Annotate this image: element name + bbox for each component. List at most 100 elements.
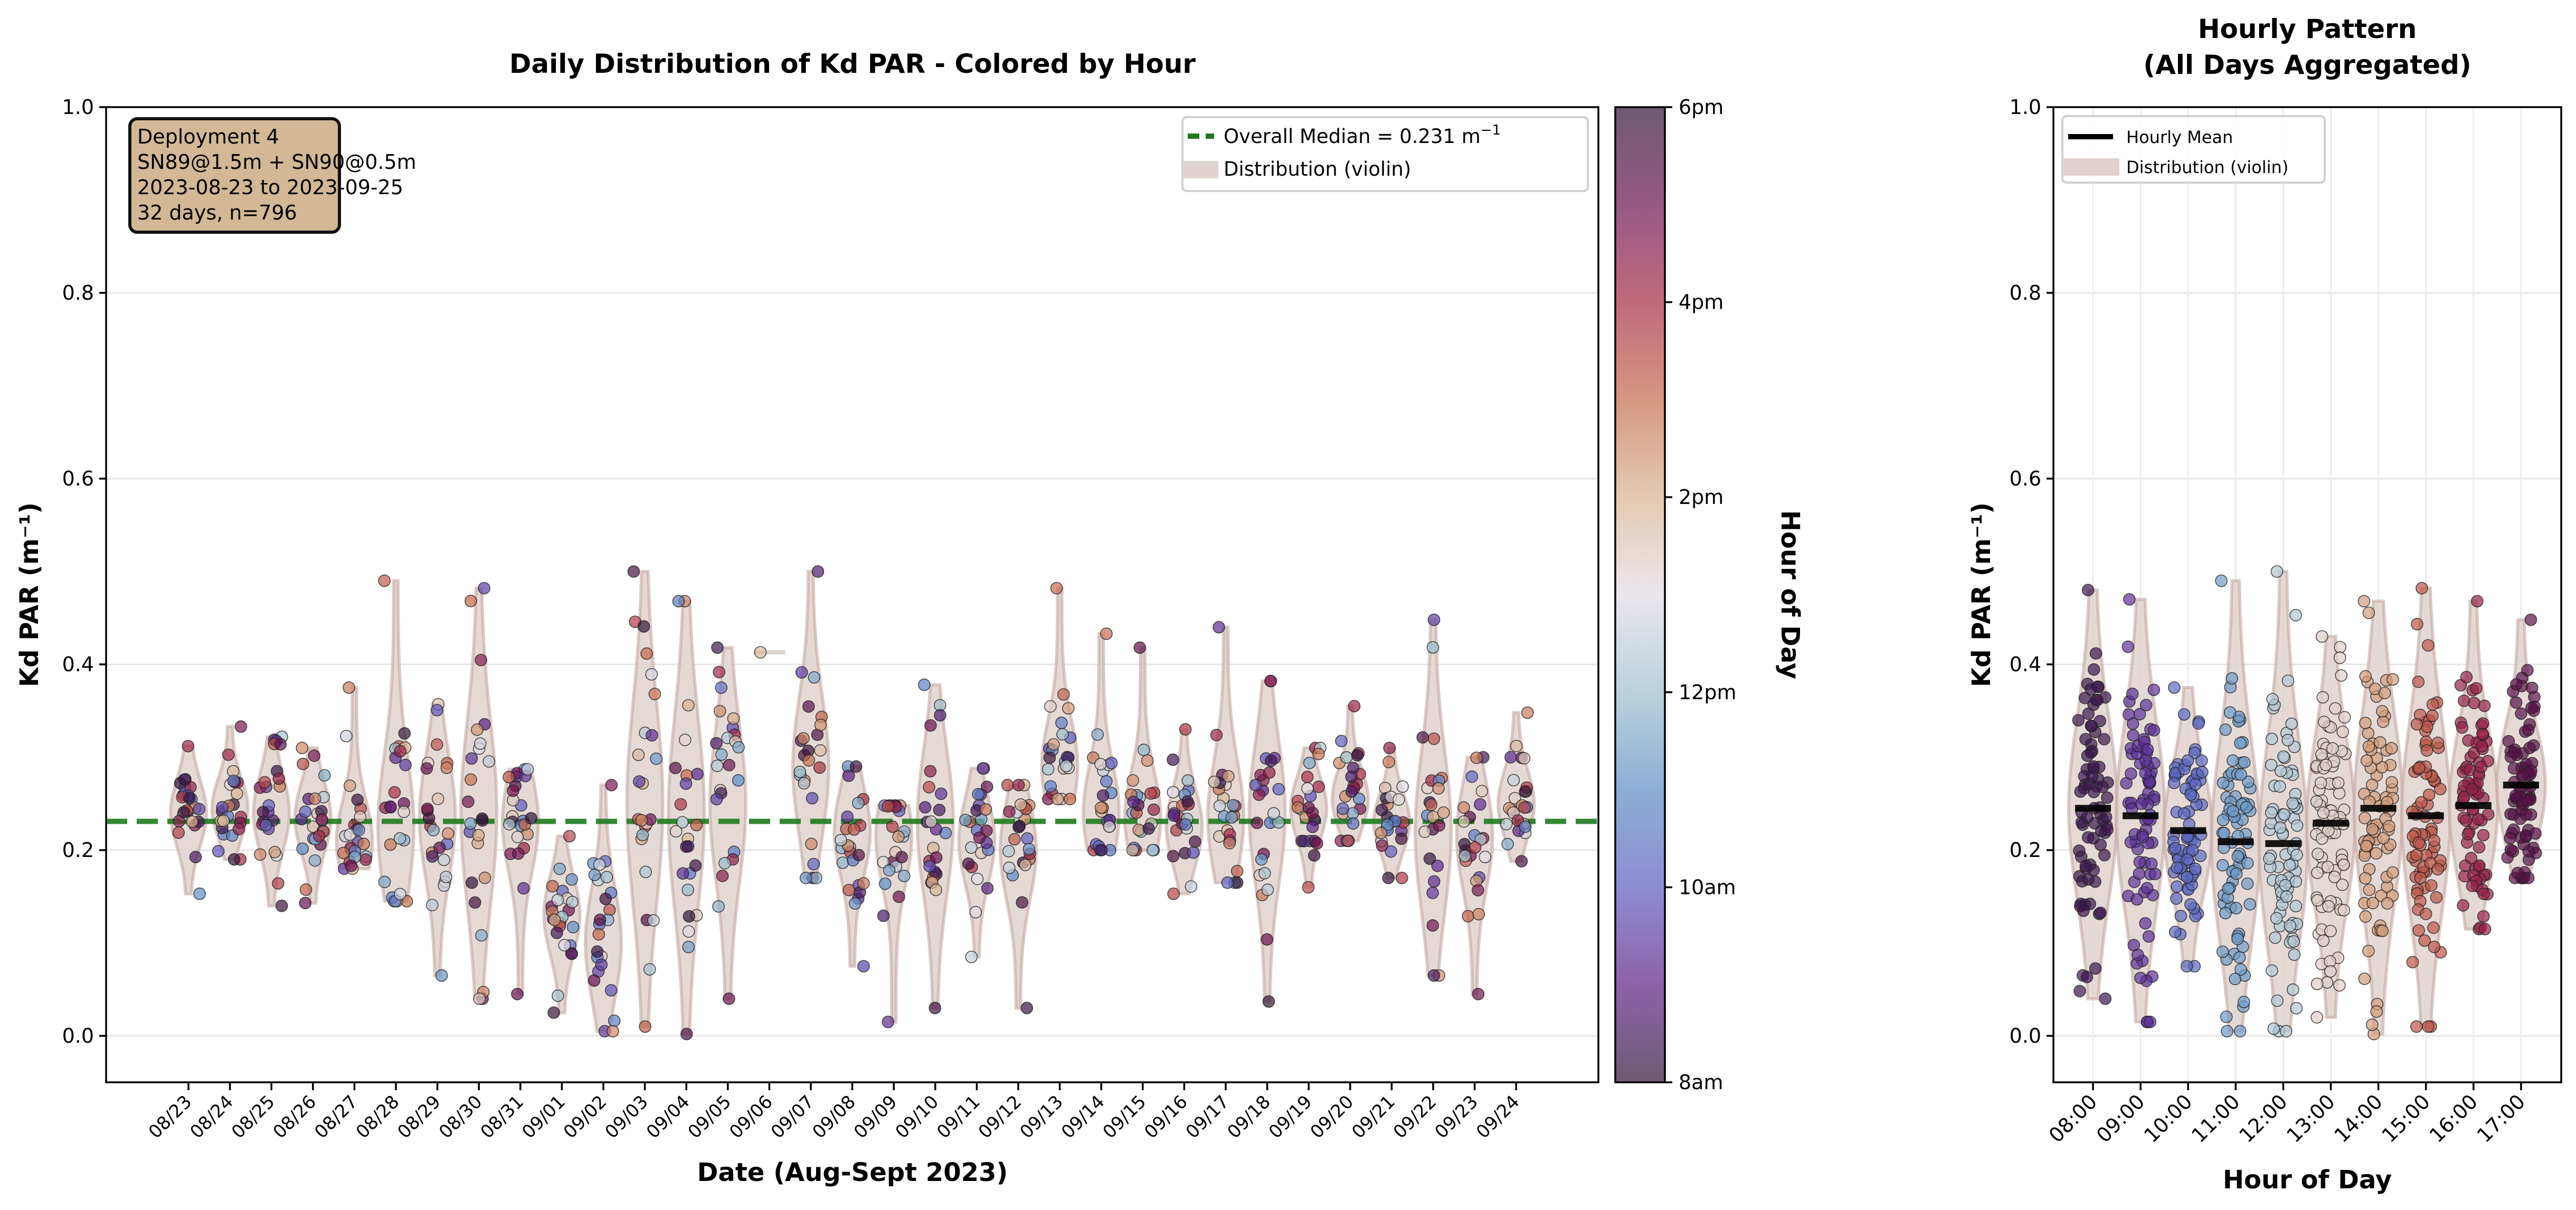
- data-point: [2243, 898, 2256, 911]
- data-point: [2333, 979, 2346, 992]
- data-point: [1302, 881, 1315, 894]
- data-point: [565, 947, 579, 960]
- legend-violin-label: Distribution (violin): [2126, 157, 2288, 177]
- data-point: [2316, 691, 2329, 704]
- data-point: [852, 849, 865, 862]
- data-point: [2317, 716, 2331, 728]
- data-point: [258, 776, 271, 789]
- data-point: [563, 830, 576, 843]
- data-point: [2335, 669, 2348, 682]
- data-point: [427, 824, 440, 836]
- data-point: [1179, 723, 1192, 736]
- data-point: [591, 945, 604, 958]
- data-point: [849, 897, 861, 910]
- data-point: [2406, 956, 2419, 969]
- data-point: [551, 927, 563, 939]
- data-point: [797, 732, 810, 745]
- data-point: [2521, 794, 2534, 807]
- data-point: [1462, 910, 1474, 922]
- data-point: [965, 841, 978, 854]
- data-point: [713, 704, 726, 718]
- data-point: [2147, 683, 2161, 697]
- data-point: [1091, 728, 1104, 741]
- data-point: [805, 837, 818, 851]
- data-point: [962, 857, 975, 870]
- data-point: [679, 733, 692, 746]
- data-point: [681, 883, 695, 897]
- data-point: [2216, 945, 2229, 958]
- data-point: [647, 914, 660, 927]
- data-point: [343, 779, 356, 792]
- data-point: [469, 896, 481, 909]
- data-point: [814, 744, 827, 757]
- data-point: [2234, 963, 2247, 976]
- data-point: [272, 877, 285, 890]
- data-point: [599, 892, 612, 906]
- data-point: [933, 804, 946, 816]
- data-point: [397, 805, 410, 818]
- data-point: [433, 841, 446, 854]
- data-point: [2329, 702, 2342, 715]
- data-point: [2525, 681, 2539, 694]
- data-point: [353, 823, 365, 836]
- data-point: [2317, 934, 2330, 947]
- data-point: [2147, 724, 2161, 737]
- colorbar-tick-label: 12pm: [1679, 681, 1737, 704]
- data-point: [2511, 866, 2524, 880]
- data-point: [547, 1006, 560, 1019]
- data-point: [472, 829, 485, 842]
- data-point: [2278, 808, 2291, 821]
- data-point: [2145, 858, 2158, 870]
- data-point: [1230, 864, 1244, 878]
- data-point: [799, 872, 812, 884]
- data-point: [2266, 693, 2279, 706]
- data-point: [646, 729, 658, 742]
- data-point: [842, 769, 855, 782]
- data-point: [1312, 780, 1325, 793]
- data-point: [1057, 688, 1070, 701]
- data-point: [465, 773, 477, 786]
- data-point: [228, 853, 241, 866]
- data-point: [1457, 815, 1471, 828]
- data-point: [275, 899, 288, 912]
- data-point: [1382, 756, 1395, 768]
- data-point: [1100, 627, 1113, 640]
- data-point: [2336, 726, 2349, 738]
- data-point: [2411, 617, 2423, 631]
- data-point: [2428, 940, 2441, 954]
- data-point: [1383, 741, 1396, 755]
- data-point: [2428, 834, 2441, 847]
- legend-violin-label: Distribution (violin): [1224, 158, 1411, 180]
- data-point: [600, 871, 613, 883]
- data-point: [1267, 807, 1280, 820]
- data-point: [930, 851, 943, 864]
- data-point: [2420, 744, 2433, 757]
- data-point: [2215, 574, 2228, 587]
- data-point: [1261, 933, 1274, 946]
- data-point: [420, 762, 433, 775]
- data-point: [1501, 837, 1514, 851]
- data-point: [935, 787, 948, 800]
- data-point: [713, 665, 726, 679]
- data-point: [2460, 671, 2473, 683]
- data-point: [1001, 779, 1014, 792]
- data-point: [1308, 849, 1321, 862]
- info-line: 2023-08-23 to 2023-09-25: [137, 176, 403, 199]
- data-point: [2170, 892, 2183, 905]
- data-point: [343, 681, 355, 694]
- data-point: [2227, 805, 2239, 817]
- data-point: [177, 806, 190, 818]
- data-point: [1504, 751, 1517, 764]
- data-point: [2412, 836, 2425, 849]
- data-point: [296, 741, 309, 755]
- data-point: [2171, 861, 2183, 874]
- data-point: [1167, 887, 1180, 900]
- data-point: [2241, 856, 2254, 870]
- data-point: [2422, 788, 2436, 801]
- data-point: [635, 814, 648, 827]
- data-point: [2227, 754, 2239, 767]
- data-point: [2418, 934, 2431, 947]
- hourly-y-ticks: 0.0 0.2 0.4 0.6 0.8 1.0: [2010, 96, 2053, 1047]
- data-point: [2135, 797, 2148, 810]
- data-point: [2274, 821, 2287, 834]
